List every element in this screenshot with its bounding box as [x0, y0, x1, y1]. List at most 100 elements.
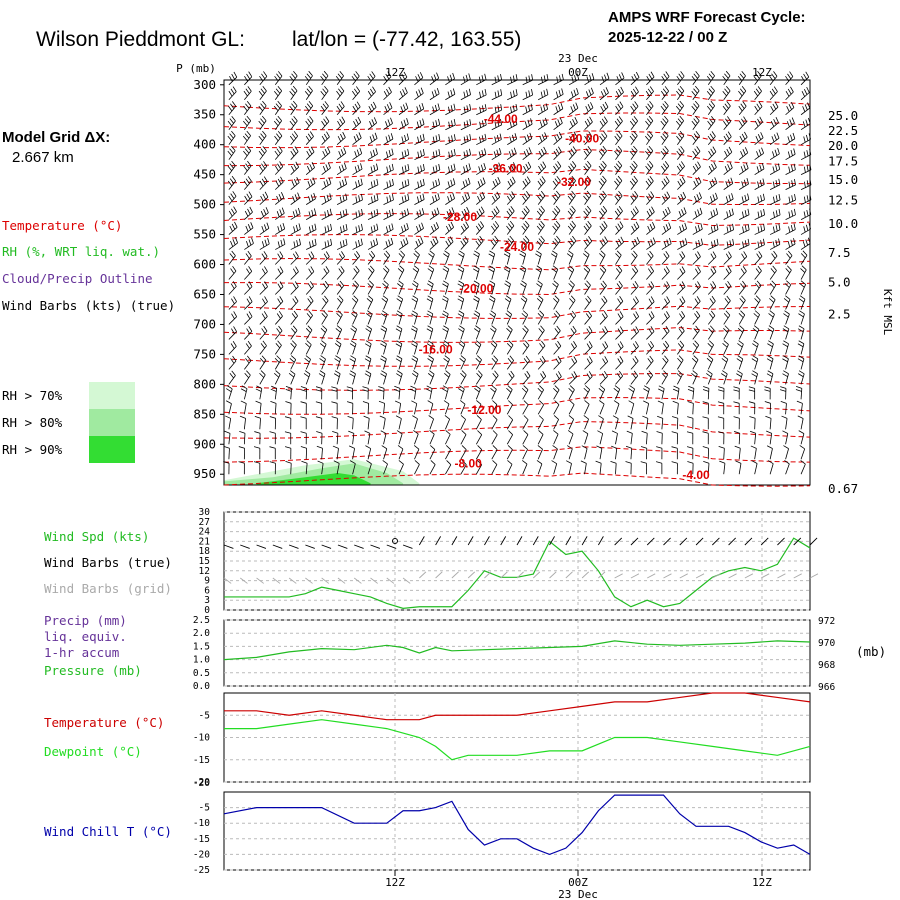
barb-feather [566, 445, 573, 450]
barb-feather [664, 115, 669, 121]
wind-barb [350, 325, 357, 340]
barb-staff [785, 284, 792, 295]
grid-wind-barb [386, 577, 395, 584]
barb-staff [630, 226, 640, 235]
barb-feather [276, 211, 280, 217]
barb-staff [398, 298, 404, 310]
barb-staff [475, 374, 483, 385]
wind-barb [630, 281, 639, 295]
wind-barb [488, 265, 496, 280]
barb-staff [414, 124, 425, 131]
wind-barb [692, 223, 703, 235]
barb-feather [520, 283, 526, 288]
barb-staff [352, 184, 363, 190]
wind-barb [427, 400, 434, 415]
wind-barb [490, 235, 499, 250]
barb-feather [494, 193, 498, 200]
barb-feather [601, 118, 606, 125]
barb-feather [797, 328, 804, 333]
barb-staff [785, 313, 790, 325]
barb-feather [442, 310, 449, 315]
barb-feather [588, 371, 593, 377]
wind-barb [289, 355, 297, 370]
true-wind-barb [223, 544, 234, 549]
barb-feather [632, 343, 637, 349]
barb-feather [263, 224, 267, 231]
barb-staff [445, 124, 456, 131]
grid-wind-barb [549, 571, 557, 579]
barb-staff [476, 124, 487, 131]
barb-staff [584, 448, 588, 460]
barb-feather [434, 209, 437, 216]
barb-feather [556, 133, 560, 140]
barb-feather [647, 253, 652, 259]
wind-barb [427, 355, 434, 370]
barb-feather [311, 240, 314, 247]
barb-feather [489, 280, 495, 285]
barb-staff [336, 199, 348, 205]
barb-feather [432, 181, 435, 188]
wind-barb [785, 132, 796, 146]
barb-feather [507, 385, 513, 390]
barb-feather [571, 310, 577, 316]
barb-feather [453, 178, 456, 185]
barb-feather [650, 191, 655, 197]
barb-feather [643, 400, 649, 404]
barb-feather [649, 250, 654, 257]
barb-feather [495, 178, 499, 185]
barb-feather [394, 400, 401, 404]
barb-feather [695, 325, 700, 331]
barb-feather [602, 205, 608, 212]
barb-feather [435, 236, 439, 243]
barb-feather [633, 73, 638, 80]
legend-swatch-rh90 [89, 436, 135, 463]
barb-feather [289, 75, 294, 82]
barb-feather [686, 446, 693, 449]
barb-feather [759, 179, 762, 186]
wind-barb [228, 86, 237, 101]
barb-staff [769, 153, 780, 161]
barb-feather [569, 193, 574, 199]
wind-barb [677, 281, 686, 295]
barb-feather [799, 295, 806, 300]
barb-feather [473, 313, 479, 318]
barb-feather [495, 206, 500, 212]
wind-barb [289, 115, 298, 130]
wind-barb [443, 250, 450, 265]
wind-barb [383, 86, 392, 101]
wind-barb [258, 100, 267, 115]
barb-feather [416, 106, 419, 113]
barb-staff [429, 388, 433, 400]
true-wind-barb [695, 537, 704, 546]
barb-feather [556, 175, 561, 182]
barb-feather [247, 176, 252, 182]
barb-feather [484, 133, 487, 140]
barb-staff [800, 92, 810, 101]
barb-staff [506, 181, 516, 190]
barb-feather [356, 250, 361, 257]
barb-feather [469, 134, 472, 141]
barb-feather [479, 136, 482, 143]
wind-barb [584, 280, 591, 295]
barb-feather [647, 225, 651, 232]
wind-barb [521, 205, 530, 220]
barb-staff [754, 168, 765, 175]
barb-staff [352, 314, 358, 325]
barb-feather [398, 280, 404, 285]
barb-feather [706, 90, 712, 97]
barb-feather [274, 135, 279, 142]
barb-staff [259, 165, 268, 175]
barb-feather [711, 116, 716, 122]
barb-staff [460, 168, 471, 176]
barb-feather [306, 103, 312, 109]
barb-feather [771, 280, 777, 286]
barb-feather [632, 193, 637, 199]
barb-feather [442, 388, 448, 393]
wind-barb [800, 460, 806, 475]
barb-staff [491, 434, 498, 445]
barb-feather [351, 90, 357, 97]
barb-feather [494, 370, 499, 376]
barb-staff [274, 256, 284, 265]
barb-staff [537, 330, 545, 340]
wind-barb [615, 250, 622, 265]
